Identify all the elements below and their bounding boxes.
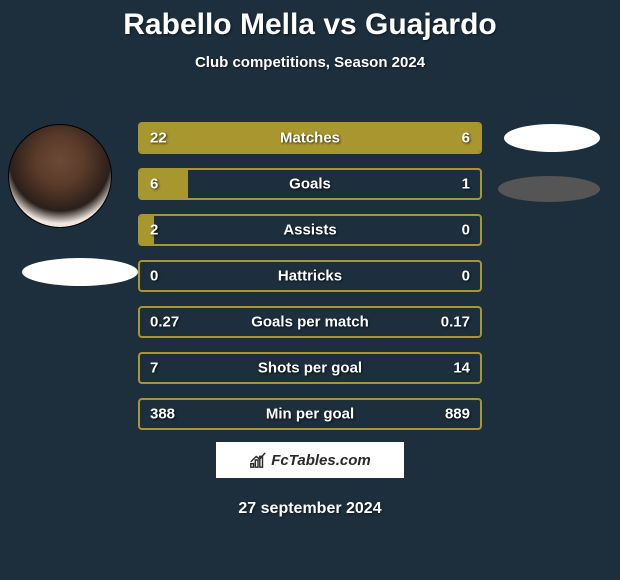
stat-row: 22 6 Matches [138,122,482,154]
stat-row: 6 1 Goals [138,168,482,200]
stat-value-right: 14 [453,360,470,377]
stat-label: Hattricks [278,268,342,285]
player-avatar-left [8,124,112,228]
stat-value-left: 22 [150,130,167,147]
stat-value-left: 7 [150,360,158,377]
stat-row: 0.27 0.17 Goals per match [138,306,482,338]
team-badge-left [22,258,138,286]
stats-comparison-chart: 22 6 Matches 6 1 Goals 2 0 Assists 0 0 Hattricks 0.2… [138,122,482,444]
watermark-text: FcTables.com [271,452,370,469]
stat-row: 0 0 Hattricks [138,260,482,292]
stat-value-left: 0 [150,268,158,285]
stat-bar-left-fill [140,124,401,152]
stat-label: Goals [289,176,331,193]
watermark-badge: FcTables.com [216,442,404,478]
stat-label: Shots per goal [258,360,362,377]
stat-row: 7 14 Shots per goal [138,352,482,384]
chart-icon [249,451,267,469]
stat-label: Assists [283,222,336,239]
stat-value-right: 1 [462,176,470,193]
team-badge-right-1 [504,124,600,152]
stat-value-right: 889 [445,406,470,423]
date-label: 27 september 2024 [238,500,381,518]
page-subtitle: Club competitions, Season 2024 [0,54,620,71]
team-badge-right-2 [498,176,600,202]
stat-value-left: 6 [150,176,158,193]
stat-value-right: 6 [462,130,470,147]
stat-row: 388 889 Min per goal [138,398,482,430]
stat-value-right: 0 [462,222,470,239]
stat-value-right: 0 [462,268,470,285]
page-title: Rabello Mella vs Guajardo [0,0,620,42]
stat-label: Min per goal [266,406,354,423]
stat-label: Goals per match [251,314,369,331]
stat-value-left: 0.27 [150,314,179,331]
stat-row: 2 0 Assists [138,214,482,246]
stat-bar-left-fill [140,170,188,198]
stat-value-left: 2 [150,222,158,239]
stat-label: Matches [280,130,340,147]
stat-value-left: 388 [150,406,175,423]
stat-value-right: 0.17 [441,314,470,331]
